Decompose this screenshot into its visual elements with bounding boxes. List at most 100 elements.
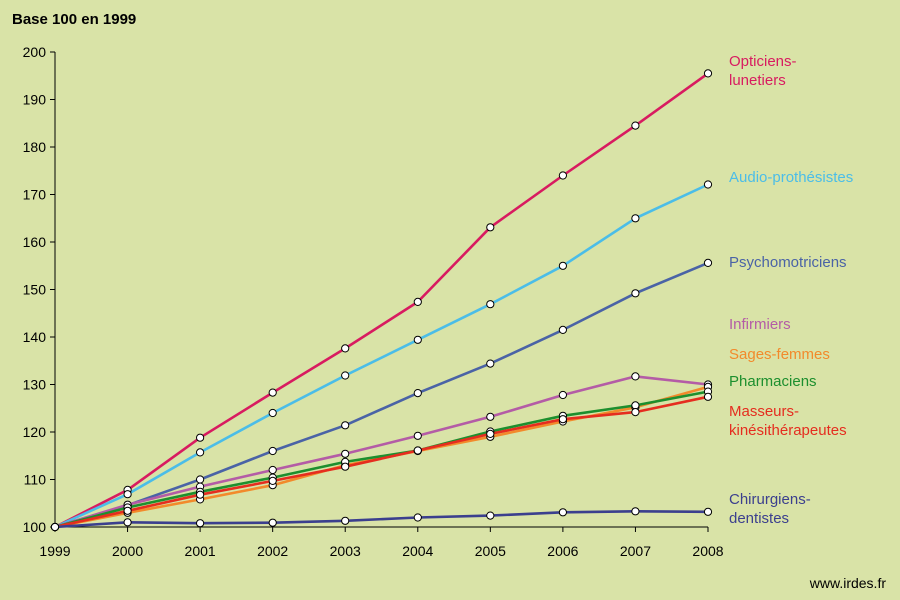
series-label-line: Sages-femmes bbox=[729, 346, 830, 363]
data-point bbox=[196, 519, 205, 528]
y-tick-label: 190 bbox=[23, 92, 47, 108]
data-point bbox=[631, 214, 640, 223]
y-tick-label: 150 bbox=[23, 282, 47, 298]
x-tick-label: 2007 bbox=[620, 543, 651, 559]
series-line bbox=[53, 509, 710, 529]
series-label: Infirmiers bbox=[729, 316, 791, 333]
data-point bbox=[196, 475, 205, 484]
data-point bbox=[196, 433, 205, 442]
series-line bbox=[53, 183, 710, 529]
y-tick-label: 200 bbox=[23, 44, 47, 60]
data-point bbox=[486, 300, 495, 309]
series-label-line: dentistes bbox=[729, 510, 789, 527]
series-line bbox=[53, 261, 710, 529]
series-label-line: Infirmiers bbox=[729, 316, 791, 333]
series-label-line: Opticiens- bbox=[729, 53, 797, 70]
data-point bbox=[341, 516, 350, 525]
data-point bbox=[413, 335, 422, 344]
series-label-line: Pharmaciens bbox=[729, 373, 817, 390]
data-point bbox=[268, 388, 277, 397]
data-point bbox=[486, 429, 495, 438]
data-point bbox=[268, 446, 277, 456]
series-label-line: Psychomotriciens bbox=[729, 254, 847, 271]
y-tick-label: 180 bbox=[23, 139, 47, 155]
x-tick-label: 1999 bbox=[39, 543, 70, 559]
data-point bbox=[486, 223, 495, 232]
series-line bbox=[53, 395, 710, 529]
data-point bbox=[413, 431, 422, 440]
x-tick-label: 2003 bbox=[330, 543, 361, 559]
series-line bbox=[53, 390, 710, 529]
data-point bbox=[558, 261, 568, 270]
data-point bbox=[631, 401, 640, 410]
series-lines bbox=[53, 72, 710, 529]
data-point bbox=[703, 69, 713, 78]
series-label: Audio-prothésistes bbox=[729, 169, 853, 186]
x-tick-label: 2005 bbox=[475, 543, 506, 559]
series-label-line: kinésithérapeutes bbox=[729, 422, 847, 439]
data-point bbox=[268, 408, 277, 418]
data-point bbox=[341, 462, 350, 471]
data-point bbox=[558, 390, 568, 400]
data-point bbox=[558, 325, 568, 334]
x-tick-label: 2002 bbox=[257, 543, 288, 559]
y-tick-label: 140 bbox=[23, 329, 47, 345]
data-point bbox=[123, 506, 132, 515]
y-tick-label: 160 bbox=[23, 234, 47, 250]
series-points bbox=[50, 69, 713, 532]
y-tick-label: 100 bbox=[23, 519, 47, 535]
data-point bbox=[631, 121, 640, 130]
chart-title: Base 100 en 1999 bbox=[12, 11, 136, 28]
data-point bbox=[123, 518, 132, 527]
data-point bbox=[703, 507, 713, 516]
data-point bbox=[413, 389, 422, 398]
series-label-line: Masseurs- bbox=[729, 403, 799, 420]
data-point bbox=[631, 507, 640, 516]
data-point bbox=[268, 476, 277, 485]
y-tick-label: 110 bbox=[24, 472, 47, 488]
x-ticks: 1999 2000 2001 2002 2003 2004 2005 2006 2007 2008 bbox=[39, 527, 724, 559]
data-point bbox=[558, 508, 568, 517]
data-point bbox=[631, 372, 640, 381]
series-label: Opticiens-lunetiers bbox=[729, 53, 797, 89]
series-line bbox=[53, 72, 710, 529]
series-label-line: Audio-prothésistes bbox=[729, 169, 853, 186]
data-point bbox=[703, 392, 713, 401]
series-label: Chirurgiens-dentistes bbox=[729, 491, 811, 527]
data-point bbox=[341, 421, 350, 430]
y-tick-label: 130 bbox=[23, 377, 47, 393]
data-point bbox=[341, 344, 350, 353]
data-point bbox=[341, 449, 350, 458]
data-point bbox=[486, 359, 495, 368]
y-ticks: 100 110 120 130 140 150 160 170 180 190 200 bbox=[23, 44, 55, 535]
data-point bbox=[341, 371, 350, 380]
data-point bbox=[558, 171, 568, 180]
data-point bbox=[703, 258, 713, 267]
data-point bbox=[268, 465, 277, 475]
series-label-line: Chirurgiens- bbox=[729, 491, 811, 508]
data-point bbox=[486, 511, 495, 520]
data-point bbox=[631, 289, 640, 298]
x-tick-label: 2001 bbox=[185, 543, 216, 559]
y-tick-label: 170 bbox=[23, 187, 47, 203]
data-point bbox=[268, 518, 277, 527]
series-label: Psychomotriciens bbox=[729, 254, 847, 271]
series-label: Masseurs-kinésithérapeutes bbox=[729, 403, 847, 439]
data-point bbox=[486, 412, 495, 421]
data-point bbox=[413, 513, 422, 522]
x-tick-label: 2006 bbox=[547, 543, 578, 559]
series-line bbox=[53, 375, 710, 529]
data-point bbox=[413, 297, 422, 306]
data-point bbox=[50, 522, 60, 532]
data-point bbox=[413, 446, 422, 455]
data-point bbox=[631, 408, 640, 417]
x-tick-label: 2008 bbox=[692, 543, 723, 559]
data-point bbox=[196, 490, 205, 499]
x-tick-label: 2004 bbox=[402, 543, 433, 559]
series-labels: Opticiens-lunetiers Audio-prothésistes Psy… bbox=[729, 53, 853, 527]
series-label-line: lunetiers bbox=[729, 72, 786, 89]
data-point bbox=[123, 490, 132, 499]
series-label: Sages-femmes bbox=[729, 346, 830, 363]
x-tick-label: 2000 bbox=[112, 543, 143, 559]
